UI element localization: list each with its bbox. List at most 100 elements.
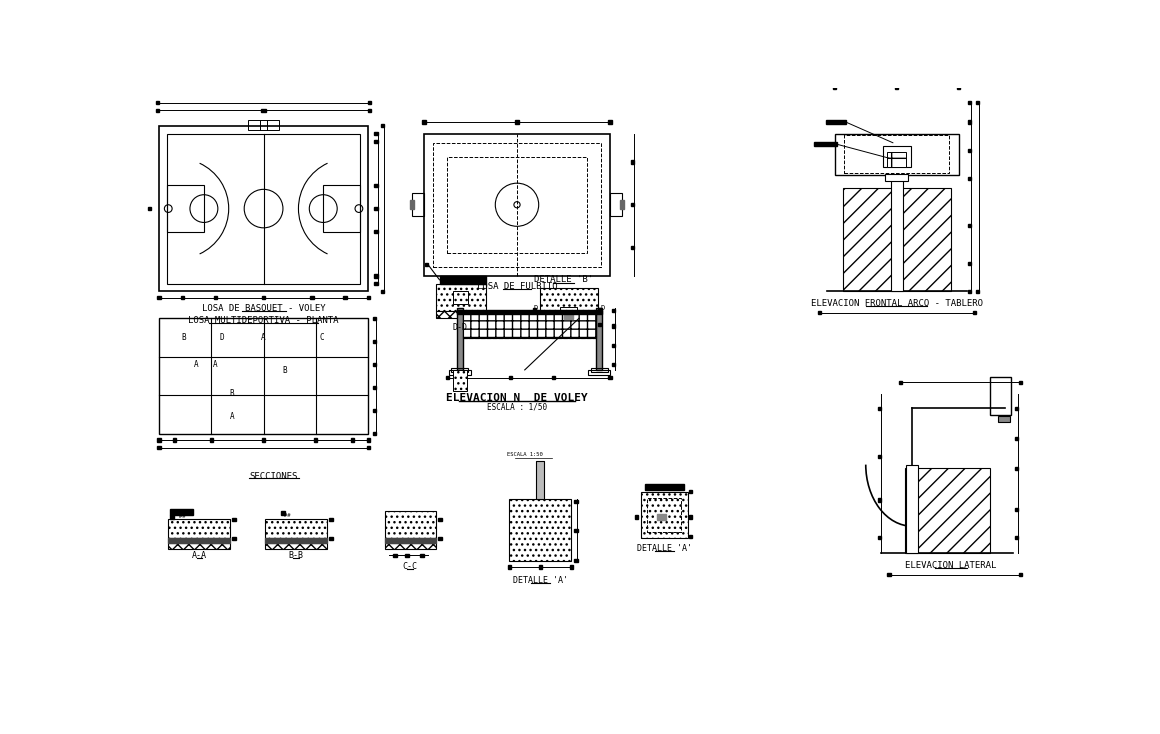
Bar <box>973 311 976 314</box>
Bar <box>833 86 836 89</box>
Bar <box>232 537 235 540</box>
Bar <box>641 492 688 538</box>
Bar <box>536 461 544 499</box>
Bar <box>635 515 638 518</box>
Bar <box>541 288 599 330</box>
Bar <box>328 537 333 540</box>
Bar <box>969 225 971 228</box>
Bar <box>969 177 971 180</box>
Bar <box>1020 381 1022 384</box>
Bar <box>281 511 285 515</box>
Bar <box>905 468 989 553</box>
Bar <box>574 500 578 503</box>
Bar <box>1015 437 1017 440</box>
Bar <box>588 370 610 374</box>
Bar <box>509 499 571 561</box>
Text: DETALLE 'A': DETALLE 'A' <box>637 544 691 553</box>
Bar <box>463 313 596 338</box>
Bar <box>167 186 204 232</box>
Bar <box>657 514 666 520</box>
Bar <box>420 554 425 557</box>
Bar <box>375 207 377 210</box>
Bar <box>574 528 578 531</box>
Bar <box>328 517 333 521</box>
Bar <box>611 363 615 366</box>
Text: DETALLE 'B': DETALLE 'B' <box>534 275 593 284</box>
Bar <box>434 142 601 266</box>
Bar <box>372 340 376 343</box>
Bar <box>570 565 573 569</box>
Text: D: D <box>219 333 224 343</box>
Text: ELEVACION FRONTAL ARCO - TABLERO: ELEVACION FRONTAL ARCO - TABLERO <box>811 299 983 308</box>
Bar <box>425 134 610 276</box>
Bar <box>976 290 979 293</box>
Bar <box>449 370 471 374</box>
Text: ELEVACION N  DE VOLEY: ELEVACION N DE VOLEY <box>447 393 588 403</box>
Bar <box>969 149 971 152</box>
Bar <box>409 200 414 209</box>
Bar <box>818 311 821 314</box>
Bar <box>969 262 971 265</box>
Bar <box>158 296 160 299</box>
Bar <box>631 203 635 206</box>
Bar <box>266 518 327 538</box>
Bar <box>372 432 376 435</box>
Bar <box>883 146 911 167</box>
Text: D: D <box>534 305 538 311</box>
Bar <box>878 498 882 501</box>
Bar <box>169 509 193 515</box>
Text: LOSA DE BASQUET - VOLEY: LOSA DE BASQUET - VOLEY <box>202 304 326 313</box>
Bar <box>689 490 693 493</box>
Bar <box>368 101 371 104</box>
Bar <box>168 518 230 538</box>
Bar <box>169 515 174 518</box>
Bar <box>878 407 882 410</box>
Text: A-A: A-A <box>191 551 206 560</box>
Bar <box>878 454 882 458</box>
Bar <box>367 446 370 449</box>
Bar <box>155 101 159 104</box>
Bar <box>159 126 368 291</box>
Bar <box>509 376 513 379</box>
Bar <box>611 344 615 346</box>
Bar <box>448 156 587 252</box>
Bar <box>611 309 615 312</box>
Bar <box>515 120 519 123</box>
Text: D: D <box>601 305 606 311</box>
Bar <box>314 438 318 442</box>
Bar <box>1015 537 1017 539</box>
Bar <box>375 230 377 233</box>
Bar <box>168 538 230 543</box>
Bar <box>158 438 160 442</box>
Bar <box>173 438 176 442</box>
Bar <box>826 120 846 123</box>
Bar <box>248 120 280 130</box>
Bar <box>343 296 347 299</box>
Text: B: B <box>230 389 234 398</box>
Bar <box>896 86 898 89</box>
Bar <box>887 573 891 576</box>
Bar <box>559 307 577 322</box>
Bar <box>1015 407 1017 410</box>
Bar <box>611 324 615 327</box>
Text: A: A <box>230 412 234 421</box>
Bar <box>436 310 486 319</box>
Bar <box>574 559 578 562</box>
Bar <box>438 537 442 540</box>
Bar <box>440 276 486 283</box>
Text: B-B: B-B <box>289 551 304 560</box>
Bar <box>538 565 542 569</box>
Bar <box>262 438 266 442</box>
Text: B: B <box>182 333 187 343</box>
Bar <box>375 184 377 187</box>
Bar <box>324 186 361 232</box>
Bar <box>609 376 611 379</box>
Bar <box>210 438 212 442</box>
Bar <box>454 370 467 391</box>
Bar <box>814 142 838 146</box>
Text: SECCIONES: SECCIONES <box>249 472 298 481</box>
Bar <box>878 537 882 539</box>
Bar <box>647 498 681 531</box>
Bar <box>438 517 442 521</box>
Bar <box>998 416 1010 422</box>
